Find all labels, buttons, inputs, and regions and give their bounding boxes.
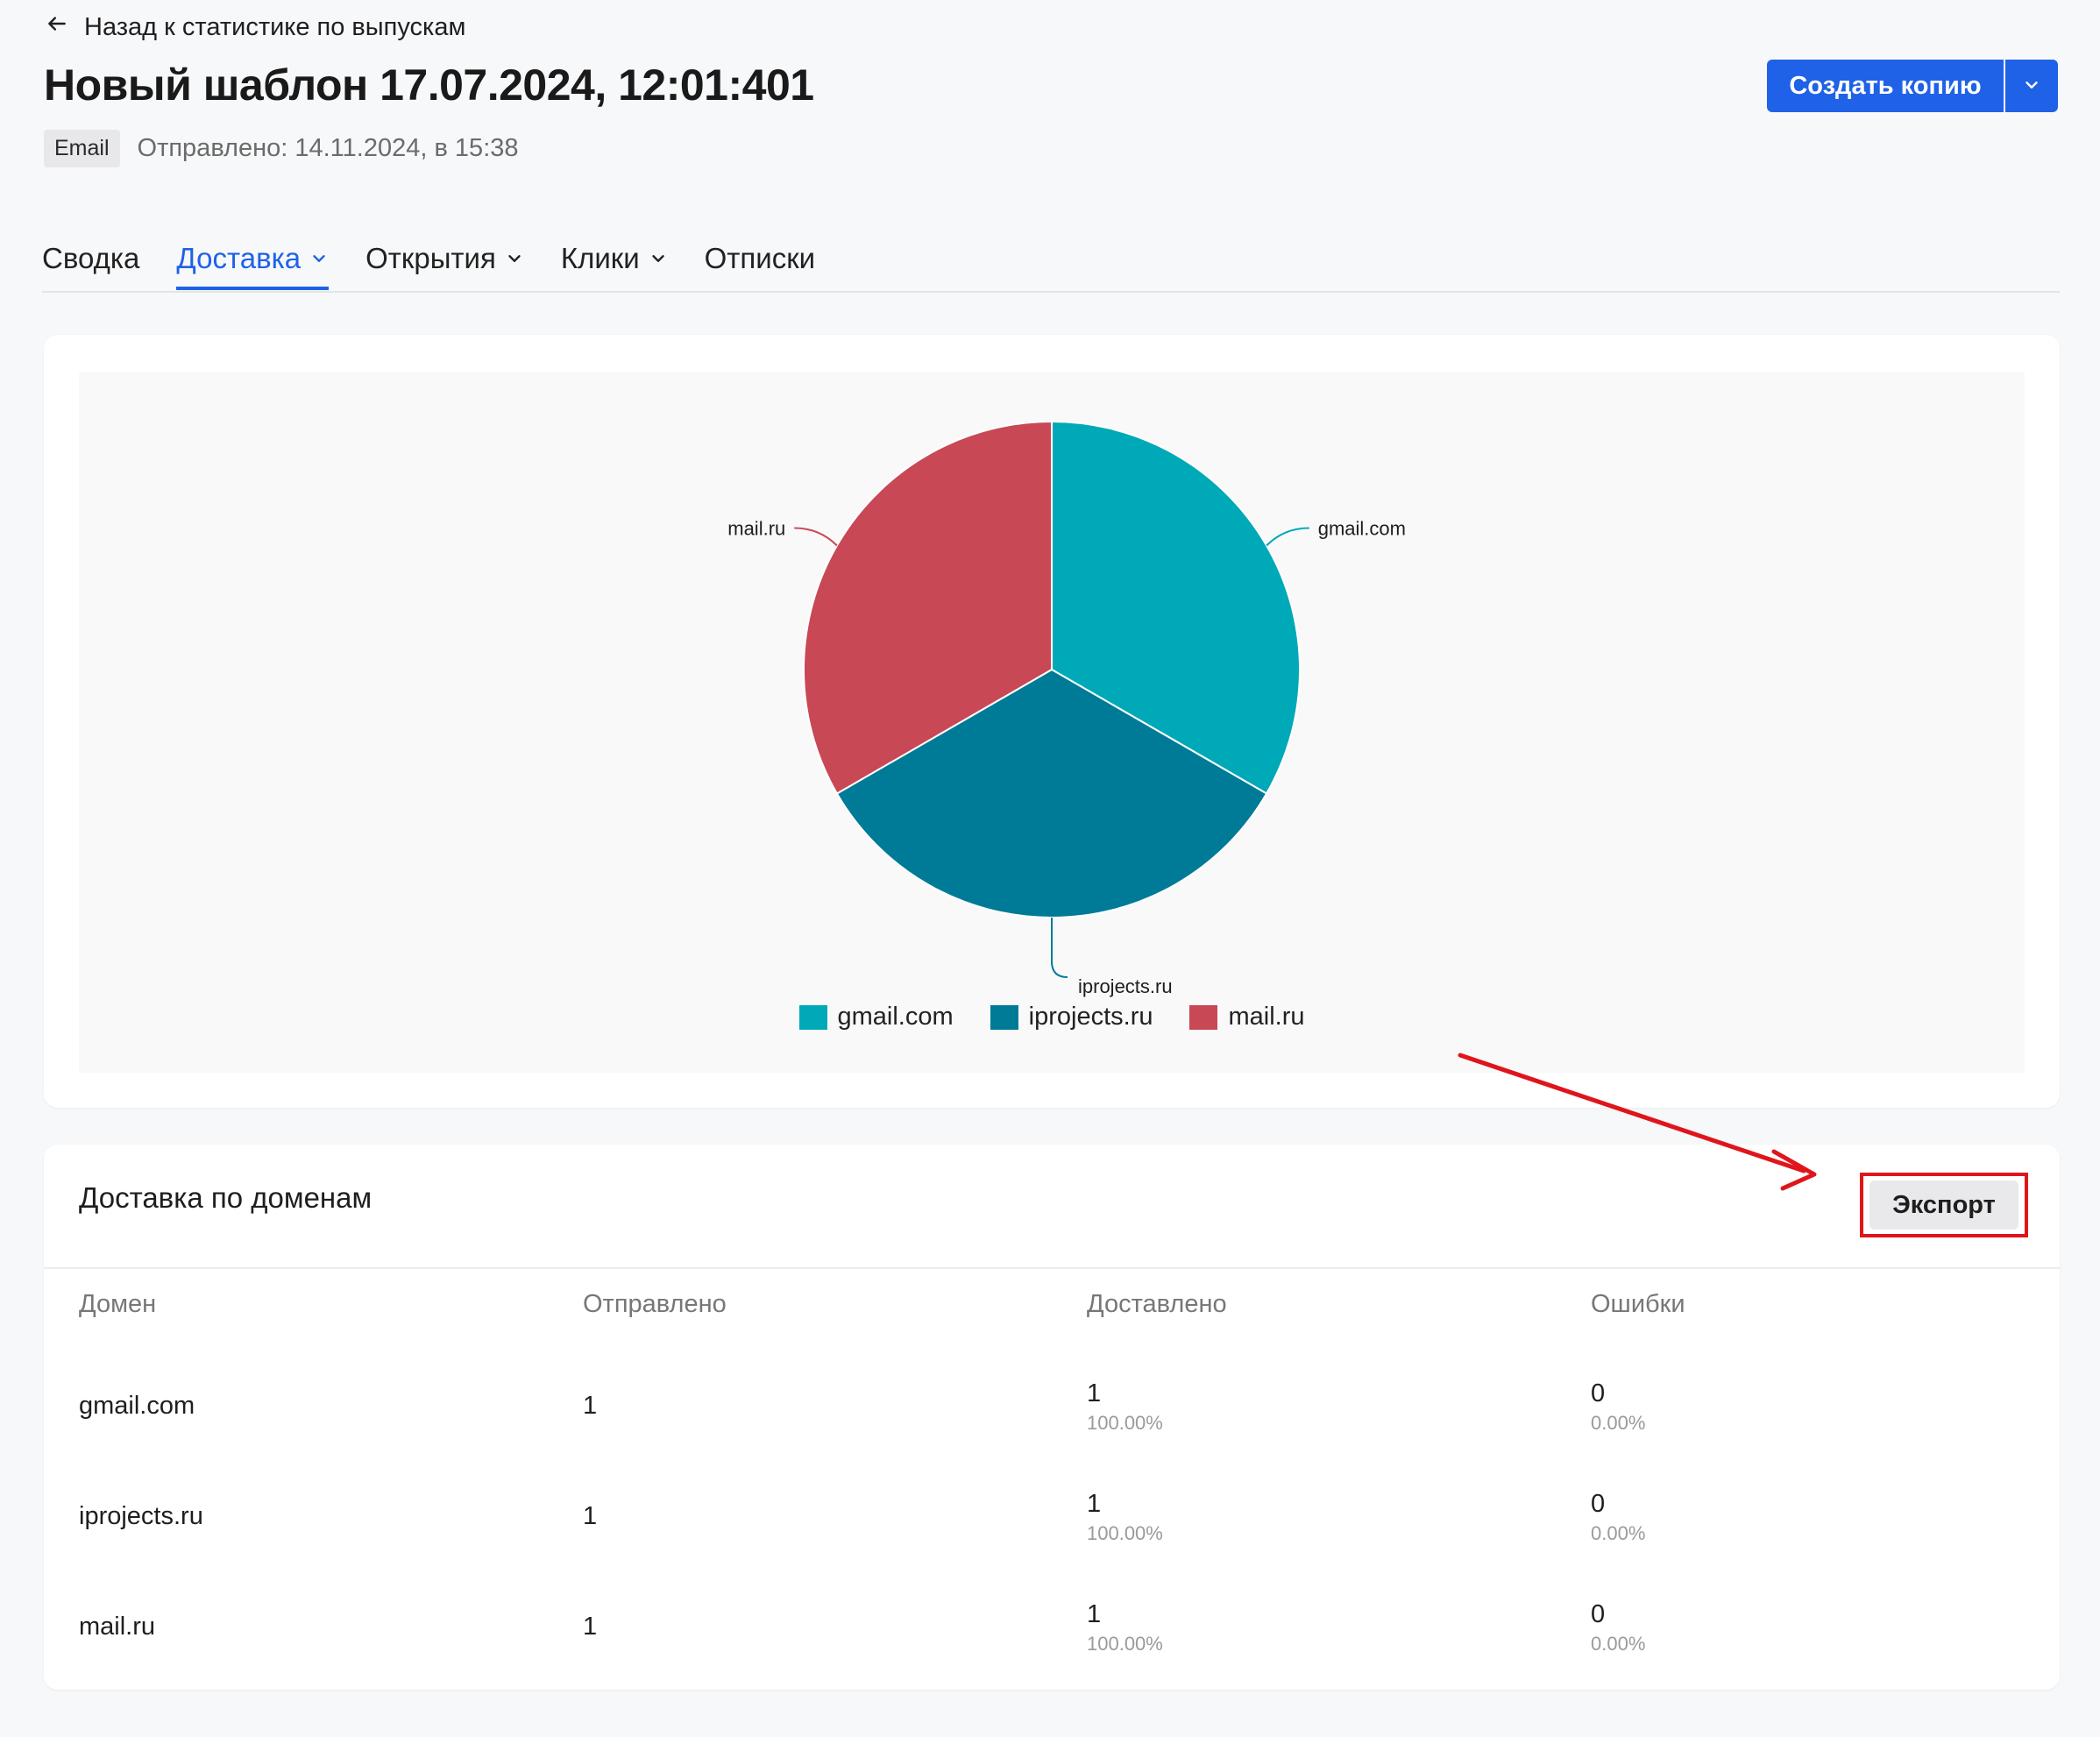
tab-label: Доставка [176,242,302,274]
cell-delivered-value: 1 [1087,1490,1102,1518]
column-header-domain: Домен [79,1290,157,1318]
cell-domain: gmail.com [79,1392,195,1420]
back-link-label: Назад к статистике по выпускам [84,12,466,41]
cell-domain: iprojects.ru [79,1502,203,1530]
cell-delivered: 1 100.00% [1087,1379,1163,1435]
pie-slice-2[interactable] [803,420,1053,795]
cell-domain: mail.ru [79,1613,156,1641]
create-copy-dropdown-button[interactable] [2005,60,2058,112]
table-card-header: Доставка по доменам Экспорт [44,1145,2060,1269]
chart-legend: gmail.com iprojects.ru mail.ru [79,1003,2025,1032]
pie-chart-svg: gmail.com iprojects.ru mail.ru [727,420,1406,997]
pie-slice-label-1: iprojects.ru [1078,975,1173,997]
cell-delivered: 1 100.00% [1087,1600,1163,1655]
cell-delivered: 1 100.00% [1087,1490,1163,1545]
chart-card: gmail.com iprojects.ru mail.ru gmail.com ip… [44,335,2060,1108]
legend-label: iprojects.ru [1028,1003,1153,1031]
cell-delivered-pct: 100.00% [1087,1412,1163,1434]
tab-label: Сводка [42,242,140,274]
pie-chart: gmail.com iprojects.ru mail.ru gmail.com ip… [79,372,2025,1073]
table-row: mail.ru 1 1 100.00% 0 0.00% [44,1585,2060,1695]
table-row: gmail.com 1 1 100.00% 0 0.00% [44,1364,2060,1474]
legend-swatch [1189,1004,1218,1030]
table-column-headers: Домен Отправлено Доставлено Ошибки [44,1290,2060,1325]
tab-label: Открытия [365,242,496,274]
page-title: Новый шаблон 17.07.2024, 12:01:401 [44,60,814,110]
chevron-down-icon [309,242,329,275]
legend-label: mail.ru [1228,1003,1305,1031]
pie-label-line-2 [794,527,838,547]
cell-sent: 1 [583,1392,598,1420]
cell-errors-pct: 0.00% [1591,1633,1646,1655]
cell-errors-value: 0 [1591,1379,1606,1407]
tab-0[interactable]: Сводка [42,230,139,287]
table-row: iprojects.ru 1 1 100.00% 0 0.00% [44,1474,2060,1585]
cell-errors-pct: 0.00% [1591,1522,1646,1544]
tab-bar: Сводка Доставка Открытия Клики Отписки [42,230,2060,293]
cell-delivered-pct: 100.00% [1087,1633,1163,1655]
chevron-down-icon [505,242,524,275]
cell-delivered-pct: 100.00% [1087,1522,1163,1544]
column-header-delivered: Доставлено [1087,1290,1227,1318]
tab-1[interactable]: Доставка [176,230,329,290]
cell-errors-value: 0 [1591,1600,1606,1628]
tab-label: Отписки [704,242,816,274]
legend-item-1[interactable]: iprojects.ru [990,1003,1153,1032]
tab-2[interactable]: Открытия [365,230,524,287]
export-highlight-box: Экспорт [1860,1173,2028,1237]
column-header-sent: Отправлено [583,1290,727,1318]
chevron-down-icon [649,242,668,275]
legend-item-2[interactable]: mail.ru [1189,1003,1305,1032]
cell-errors: 0 0.00% [1591,1379,1645,1435]
tab-label: Клики [560,242,640,274]
tab-4[interactable]: Отписки [705,230,815,287]
pie-label-line-0 [1266,527,1309,547]
cell-sent: 1 [583,1613,598,1641]
cell-delivered-value: 1 [1087,1379,1102,1407]
create-copy-button[interactable]: Создать копию [1767,60,2004,112]
export-button[interactable]: Экспорт [1869,1180,2018,1230]
legend-swatch [798,1004,827,1030]
cell-errors: 0 0.00% [1591,1490,1645,1545]
cell-errors-pct: 0.00% [1591,1412,1646,1434]
pie-slice-label-2: mail.ru [727,518,785,540]
cell-errors-value: 0 [1591,1490,1606,1518]
cell-errors: 0 0.00% [1591,1600,1645,1655]
sent-info: Отправлено: 14.11.2024, в 15:38 [137,134,519,162]
legend-item-0[interactable]: gmail.com [798,1003,954,1032]
channel-badge: Email [44,130,120,167]
copy-button-group: Создать копию [1767,60,2058,112]
pie-slice-0[interactable] [1051,420,1301,795]
chevron-down-icon [2022,75,2041,97]
table-title: Доставка по доменам [79,1181,372,1214]
cell-delivered-value: 1 [1087,1600,1102,1628]
pie-label-line-1 [1051,918,1068,978]
legend-label: gmail.com [837,1003,954,1031]
legend-swatch [990,1004,1018,1030]
cell-sent: 1 [583,1502,598,1530]
tab-3[interactable]: Клики [561,230,668,287]
back-link[interactable]: Назад к статистике по выпускам [46,12,465,42]
arrow-left-icon [46,12,68,42]
pie-slice-label-0: gmail.com [1318,518,1406,540]
domain-delivery-card: Доставка по доменам Экспорт Домен Отправ… [44,1145,2060,1690]
pie-slice-1[interactable] [835,668,1268,918]
meta-row: Email Отправлено: 14.11.2024, в 15:38 [44,130,519,167]
column-header-errors: Ошибки [1591,1290,1685,1318]
